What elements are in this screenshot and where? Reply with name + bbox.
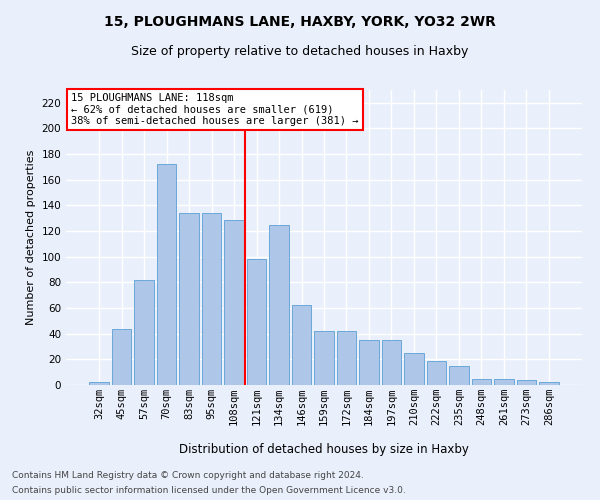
Bar (247, 260, 266, 385)
Y-axis label: Number of detached properties: Number of detached properties (26, 150, 36, 325)
Bar (269, 224, 289, 385)
Bar (202, 213, 221, 385)
Bar (157, 164, 176, 385)
Bar (224, 220, 244, 385)
Bar (89, 382, 109, 385)
Bar (494, 378, 514, 385)
Text: Contains public sector information licensed under the Open Government Licence v3: Contains public sector information licen… (12, 486, 406, 495)
Bar (292, 306, 311, 385)
Text: Contains HM Land Registry data © Crown copyright and database right 2024.: Contains HM Land Registry data © Crown c… (12, 471, 364, 480)
Bar (337, 331, 356, 385)
Bar (472, 378, 491, 385)
Bar (517, 380, 536, 385)
Bar (427, 360, 446, 385)
Bar (404, 353, 424, 385)
Bar (314, 331, 334, 385)
Text: 15 PLOUGHMANS LANE: 118sqm
← 62% of detached houses are smaller (619)
38% of sem: 15 PLOUGHMANS LANE: 118sqm ← 62% of deta… (71, 93, 359, 126)
Bar (449, 366, 469, 385)
Bar (382, 340, 401, 385)
Bar (359, 340, 379, 385)
Bar (539, 382, 559, 385)
Bar (134, 280, 154, 385)
Text: Size of property relative to detached houses in Haxby: Size of property relative to detached ho… (131, 45, 469, 58)
Text: Distribution of detached houses by size in Haxby: Distribution of detached houses by size … (179, 442, 469, 456)
Bar (112, 328, 131, 385)
Text: 15, PLOUGHMANS LANE, HAXBY, YORK, YO32 2WR: 15, PLOUGHMANS LANE, HAXBY, YORK, YO32 2… (104, 15, 496, 29)
Bar (179, 213, 199, 385)
